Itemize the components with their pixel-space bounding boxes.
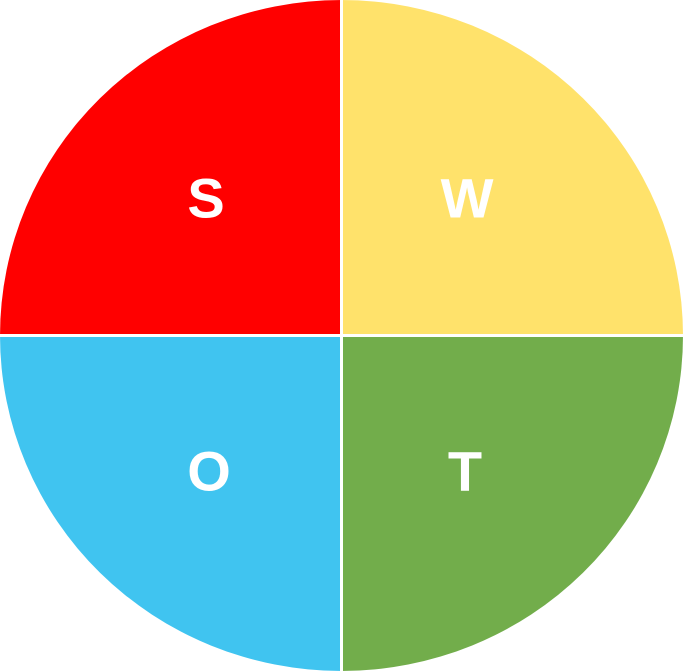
- quadrant-letter-w: W: [441, 167, 494, 230]
- quadrant-threats: [341, 335, 683, 671]
- quadrant-weaknesses: [341, 0, 683, 336]
- quadrant-letter-t: T: [448, 440, 482, 503]
- quadrant-letter-s: S: [187, 167, 224, 230]
- quadrant-strengths: [0, 0, 342, 336]
- quadrant-opportunities: [0, 335, 342, 671]
- quadrant-letter-o: O: [187, 440, 231, 503]
